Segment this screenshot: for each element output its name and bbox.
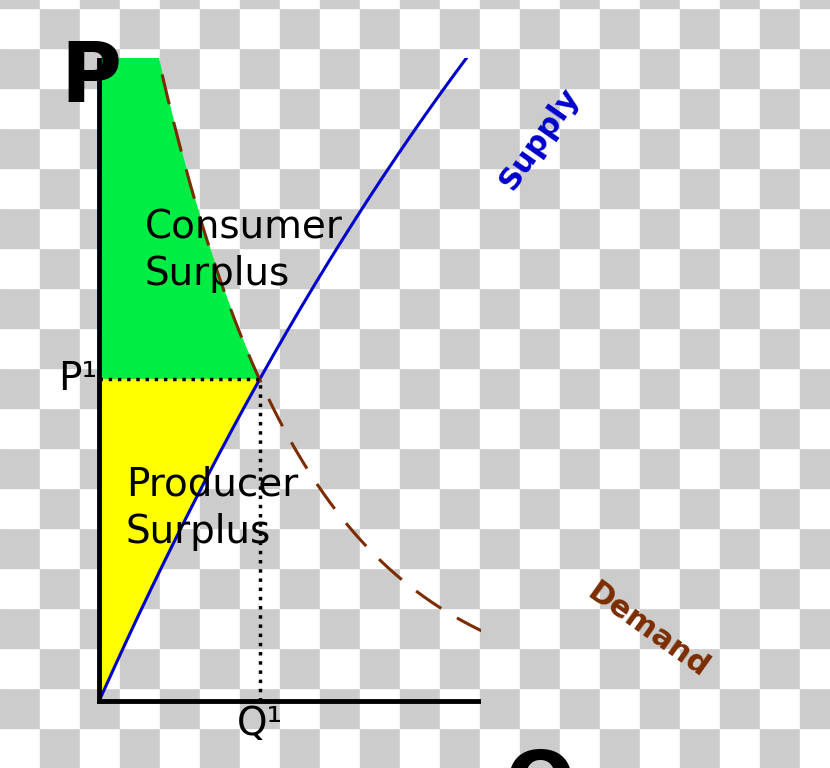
- Text: Producer
Surplus: Producer Surplus: [125, 465, 298, 551]
- Text: Q: Q: [505, 747, 576, 768]
- Text: P: P: [60, 38, 121, 119]
- Text: P¹: P¹: [58, 360, 97, 399]
- Text: Q¹: Q¹: [237, 704, 283, 743]
- Text: Demand: Demand: [581, 577, 714, 683]
- Text: Supply: Supply: [494, 82, 585, 194]
- Polygon shape: [99, 51, 260, 379]
- Text: Consumer
Surplus: Consumer Surplus: [145, 208, 343, 293]
- Polygon shape: [99, 379, 260, 701]
